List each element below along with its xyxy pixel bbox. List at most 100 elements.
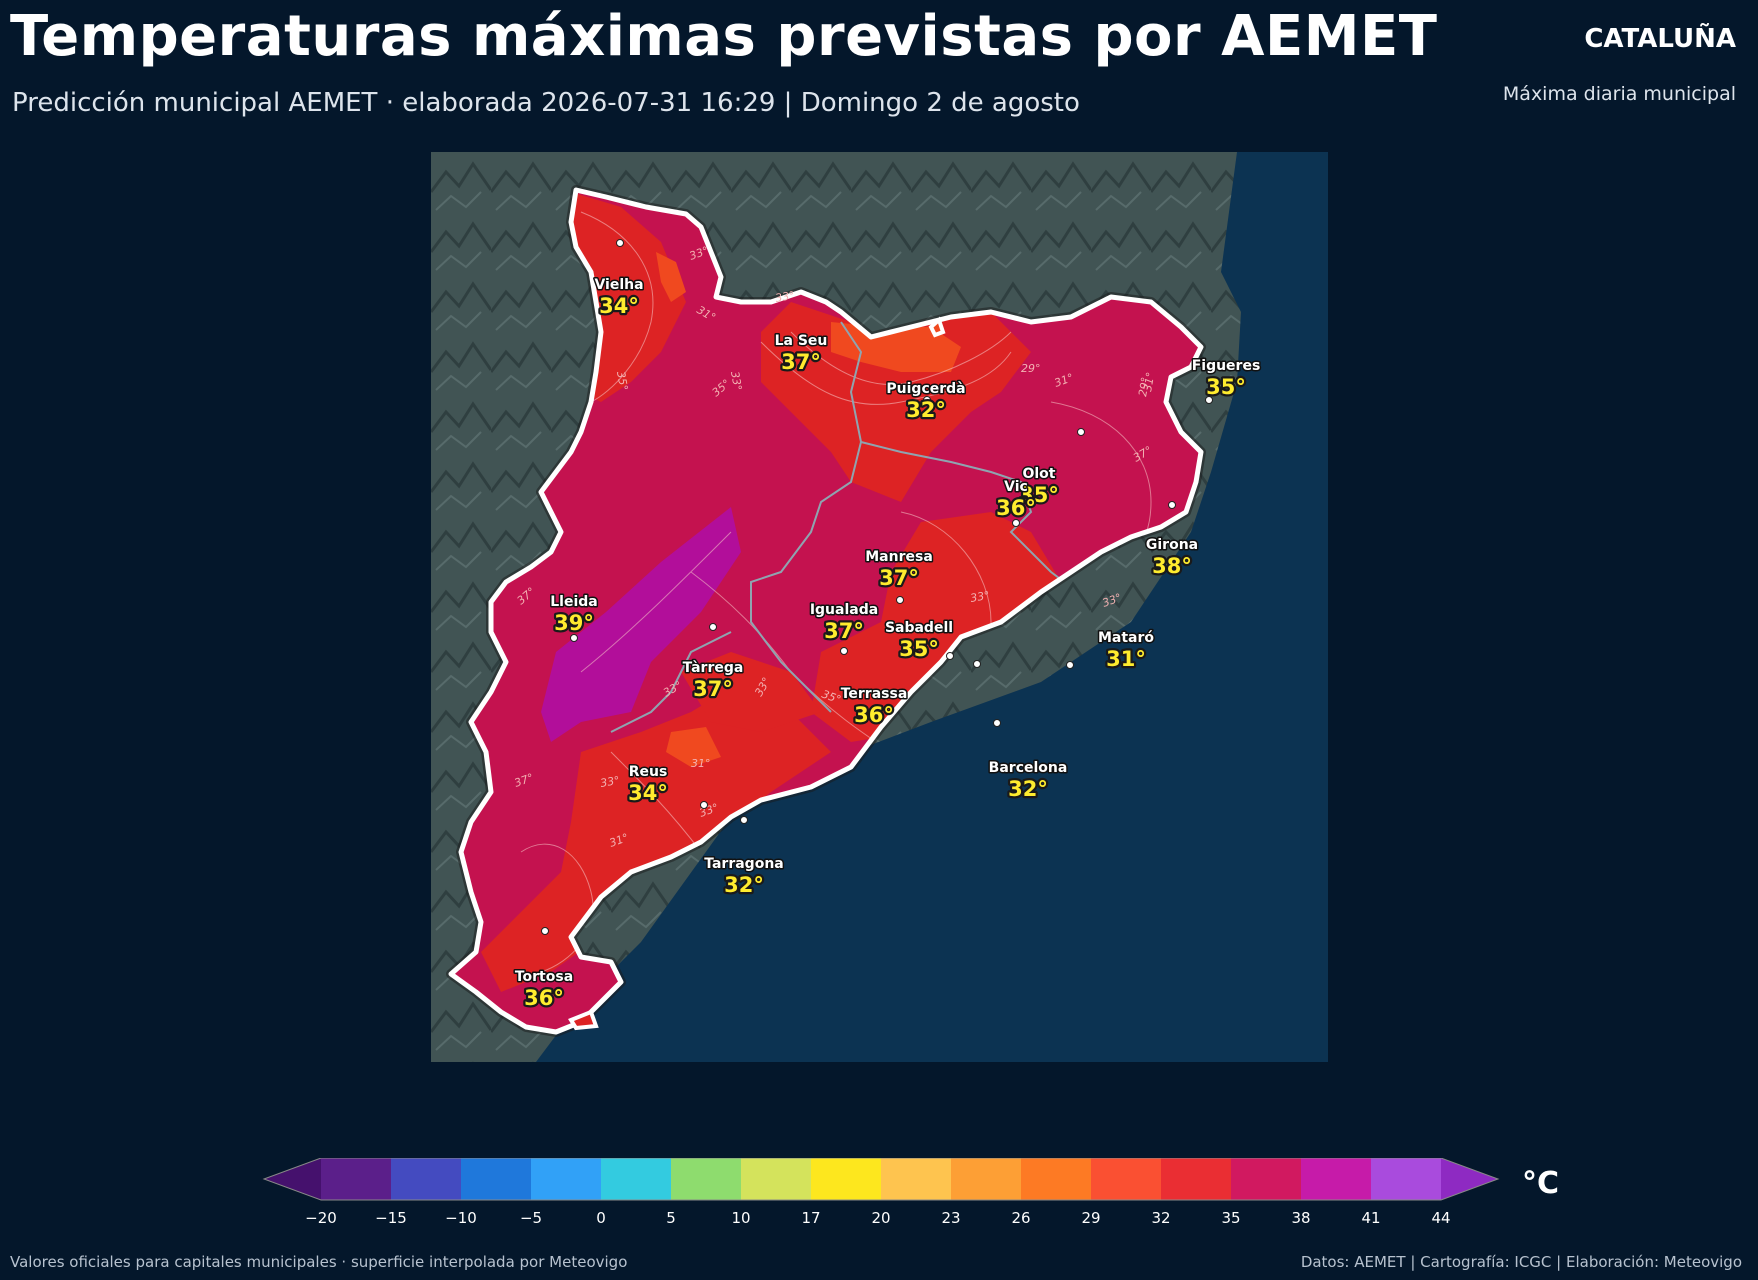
- city-temperature-label: 36°: [996, 496, 1036, 520]
- city-marker: [797, 363, 805, 371]
- city-name-label: Tàrrega: [683, 660, 744, 676]
- colorbar-segment: [1091, 1158, 1161, 1200]
- colorbar-tick-label: −15: [375, 1209, 407, 1227]
- isotherm-label: 33°: [688, 244, 711, 263]
- isotherm-label: 35°: [614, 370, 630, 391]
- colorbar-segment: [531, 1158, 601, 1200]
- colorbar-segment: [1021, 1158, 1091, 1200]
- footer-note: Valores oficiales para capitales municip…: [10, 1253, 628, 1271]
- colorbar-segment: [321, 1158, 391, 1200]
- colorbar-tick-label: 20: [871, 1209, 890, 1227]
- colorbar-tick-label: 38: [1291, 1209, 1310, 1227]
- colorbar-segment: [811, 1158, 881, 1200]
- colorbar-segment: [1301, 1158, 1371, 1200]
- temperature-colorbar: −20 −15 −10 −5 0 5 10 17 20 23 26 29 32 35 38 41 44: [262, 1158, 1500, 1227]
- city-name-label: Puigcerdà: [886, 381, 965, 397]
- colorbar-segment: [601, 1158, 671, 1200]
- city-temperature-label: 37°: [824, 619, 864, 643]
- city-name-label: Vic: [1004, 479, 1028, 495]
- colorbar-tick-label: 44: [1431, 1209, 1450, 1227]
- isotherm-line: [580, 211, 654, 403]
- city-temperature-label: 37°: [781, 350, 821, 374]
- city-name-label: Tarragona: [704, 856, 784, 872]
- isotherm-label: 31°: [1141, 371, 1157, 392]
- city-marker: [946, 652, 954, 660]
- city-temperature-label: 39°: [554, 611, 594, 635]
- city-name-label: Reus: [629, 764, 668, 780]
- catalonia-region: [446, 185, 1206, 1037]
- city-marker: [740, 816, 748, 824]
- colorbar-tick-label: 0: [596, 1209, 606, 1227]
- city-marker: [616, 239, 624, 247]
- unit-label: °C: [1522, 1166, 1560, 1201]
- city-name-label: Manresa: [865, 549, 933, 565]
- islet-outline: [928, 316, 946, 338]
- city-name-label: Lleida: [550, 594, 597, 610]
- city-marker: [570, 634, 578, 642]
- isotherm-label: 33°: [599, 774, 620, 790]
- isotherm-label: 31°: [691, 757, 711, 770]
- city-marker: [1066, 661, 1074, 669]
- city-marker: [700, 801, 708, 809]
- colorbar-tick-label: 26: [1011, 1209, 1030, 1227]
- city-marker: [840, 647, 848, 655]
- city-temperature-label: 35°: [899, 637, 939, 661]
- colorbar-segment: [1371, 1158, 1441, 1200]
- isotherm-label: 31°: [1053, 371, 1076, 390]
- city-temperature-label: 36°: [854, 703, 894, 727]
- city-name-label: Mataró: [1098, 630, 1154, 646]
- city-marker: [1168, 501, 1176, 509]
- map-panel: 33° 31° 33° 35° 35° 33° 29° 31° 29° 31° 37° 33° 37° 3…: [431, 152, 1328, 1062]
- isotherm-label: 33°: [1101, 591, 1124, 610]
- islet-outline: [568, 1009, 599, 1031]
- city-name-label: Figueres: [1192, 358, 1261, 374]
- colorbar-tick-label: 17: [801, 1209, 820, 1227]
- isotherm-line: [790, 331, 1012, 386]
- colorbar-tick-label: 29: [1081, 1209, 1100, 1227]
- province-boundary: [750, 321, 863, 713]
- map-subtitle: Predicción municipal AEMET · elaborada 2…: [12, 88, 1080, 118]
- zone-32-south: [481, 682, 831, 992]
- city-name-label: Olot: [1022, 466, 1055, 482]
- isotherm-label: 29°: [1136, 376, 1152, 397]
- city-name-label: Terrassa: [841, 686, 908, 702]
- zone-32-southeast: [681, 652, 821, 732]
- colorbar-segment: [671, 1158, 741, 1200]
- colorbar-segment: [1231, 1158, 1301, 1200]
- colorbar-tick-label: −10: [445, 1209, 477, 1227]
- city-marker: [973, 660, 981, 668]
- colorbar-high-extend: [1441, 1158, 1498, 1200]
- city-name-label: Girona: [1146, 537, 1198, 553]
- city-temperature-label: 31°: [1106, 647, 1146, 671]
- isotherm-line: [760, 341, 1012, 405]
- isotherm-line: [580, 531, 732, 673]
- colorbar-low-extend: [264, 1158, 321, 1200]
- city-name-label: Sabadell: [885, 620, 953, 636]
- city-name-label: Igualada: [810, 602, 878, 618]
- city-name-label: La Seu: [775, 333, 828, 349]
- city-temperature-label: 36°: [524, 986, 564, 1010]
- colorbar-tick-label: −20: [305, 1209, 337, 1227]
- isotherm-label: 33°: [774, 289, 795, 305]
- zone-29-puigcerda: [831, 322, 961, 372]
- colorbar-frame: [262, 1158, 1500, 1201]
- colorbar-segment: [1161, 1158, 1231, 1200]
- city-temperature-label: 32°: [906, 398, 946, 422]
- city-name-label: Vielha: [594, 277, 643, 293]
- colorbar-tick-label: −5: [520, 1209, 542, 1227]
- city-name-label: Barcelona: [989, 760, 1068, 776]
- city-temperature-label: 38°: [1152, 554, 1192, 578]
- footer-credits: Datos: AEMET | Cartografía: ICGC | Elabo…: [1300, 1253, 1742, 1271]
- city-markers: [541, 239, 1213, 935]
- colorbar-tick-label: 10: [731, 1209, 750, 1227]
- isotherm-label: 31°: [608, 831, 631, 850]
- colorbar-segment: [951, 1158, 1021, 1200]
- colorbar-tick-label: 5: [666, 1209, 676, 1227]
- city-marker: [709, 623, 717, 631]
- city-temperature-label: 34°: [628, 781, 668, 805]
- colorbar-segment: [881, 1158, 951, 1200]
- city-temperature-label: 37°: [693, 677, 733, 701]
- city-temperature-label: 35°: [1206, 375, 1246, 399]
- sea: [536, 152, 1328, 1062]
- isotherm-label: 33°: [969, 589, 990, 605]
